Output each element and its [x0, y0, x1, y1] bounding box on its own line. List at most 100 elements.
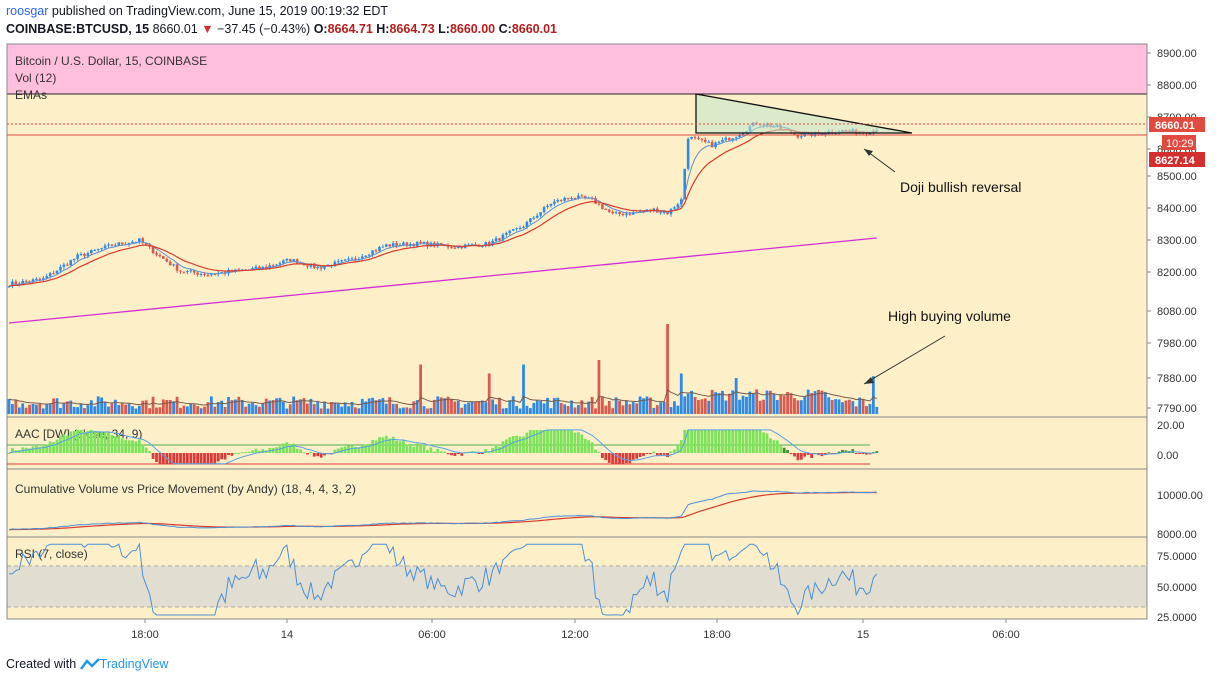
candle-body [487, 241, 491, 246]
candle-body [391, 243, 395, 247]
aac-bar [144, 447, 148, 453]
candle-body [703, 139, 707, 142]
last-price: 8660.01 [152, 22, 198, 36]
volume-bar [240, 399, 244, 414]
candle-body [83, 253, 86, 256]
candle-body [371, 250, 374, 255]
candle-body [258, 266, 261, 269]
volume-bar [185, 406, 189, 414]
candle-body [597, 203, 601, 205]
candle-body [134, 241, 138, 243]
volume-bar [841, 402, 844, 414]
volume-bar [625, 400, 628, 414]
aac-bar [161, 453, 165, 464]
volume-bar [93, 406, 97, 414]
aac-bar [837, 451, 841, 453]
aac-bar [480, 453, 484, 454]
ema-badge-text: 8627.14 [1155, 155, 1196, 167]
aac-bar [827, 452, 831, 454]
aac-bar [580, 434, 584, 453]
candle-body [532, 217, 536, 219]
aac-bar [378, 437, 381, 453]
candle-body [501, 234, 505, 241]
candle-body [367, 254, 371, 256]
aac-bar [65, 435, 69, 453]
volume-bar [460, 407, 464, 414]
volume-bar [772, 393, 776, 414]
volume-bar [837, 399, 841, 414]
volume-bar [690, 390, 693, 414]
volume-bar [405, 407, 409, 414]
aac-bar [408, 443, 412, 453]
volume-bar [549, 408, 553, 414]
candle-body [38, 278, 42, 280]
candle-body [824, 133, 827, 135]
candle-body [467, 244, 470, 246]
volume-bar [52, 398, 55, 414]
aac-bar [700, 429, 704, 453]
candle-body [110, 244, 114, 246]
volume-bar [535, 400, 539, 414]
aac-bar [35, 445, 38, 453]
aac-bar [415, 443, 419, 453]
aac-bar [244, 452, 248, 454]
aac-bar [611, 453, 615, 464]
aac-bar [453, 453, 457, 456]
volume-bar [419, 364, 422, 414]
candle-body [491, 240, 494, 246]
volume-bar [131, 406, 134, 414]
volume-bar [395, 403, 398, 414]
aac-bar [230, 453, 234, 456]
aac-bar [799, 453, 803, 460]
aac-bar [652, 451, 656, 453]
candle-body [494, 238, 498, 241]
volume-bar [618, 400, 621, 414]
candle-body [354, 258, 357, 260]
candle-body [55, 270, 59, 274]
volume-bar [556, 397, 560, 414]
candle-body [481, 245, 484, 247]
candle-body [470, 244, 474, 246]
candle-body [28, 281, 31, 283]
volume-bar [299, 399, 302, 414]
volume-bar [707, 400, 711, 414]
annotation-volume: High buying volume [888, 308, 1011, 324]
candle-body [525, 221, 529, 227]
volume-bar [59, 407, 62, 414]
aac-bar [233, 452, 237, 454]
volume-bar [35, 404, 38, 414]
aac-bar [254, 448, 258, 453]
aac-bar [384, 435, 388, 453]
volume-bar [367, 398, 371, 414]
aac-bar [583, 438, 587, 453]
volume-bar [426, 408, 429, 414]
aac-bar [676, 445, 680, 453]
aac-signal-line [8, 429, 877, 465]
aac-bar [456, 453, 460, 454]
rsi-line [9, 542, 878, 616]
aac-axis-label: 0.00 [1157, 450, 1178, 462]
aac-bar [107, 432, 110, 453]
aac-bar [419, 445, 422, 453]
aac-bar [89, 429, 93, 453]
volume-bar [769, 390, 772, 414]
volume-bar [251, 402, 254, 414]
author[interactable]: roosgar [6, 4, 49, 18]
volume-bar [817, 389, 820, 414]
volume-bar [494, 404, 498, 414]
volume-bar [326, 408, 330, 414]
candle-body [100, 248, 103, 250]
aac-bar [237, 452, 241, 454]
aac-bar [659, 453, 663, 456]
volume-bar [738, 399, 741, 414]
tradingview-brand[interactable]: TradingView [99, 657, 169, 671]
aac-bar [371, 439, 374, 453]
aac-bar [594, 449, 597, 453]
volume-bar [261, 403, 265, 414]
rsi-title: RSI (7, close) [15, 547, 88, 561]
volume-bar [573, 407, 577, 414]
cvp-blue-line [8, 490, 877, 531]
annotation-volume-arrowhead [864, 377, 874, 384]
candle-body [793, 133, 796, 135]
